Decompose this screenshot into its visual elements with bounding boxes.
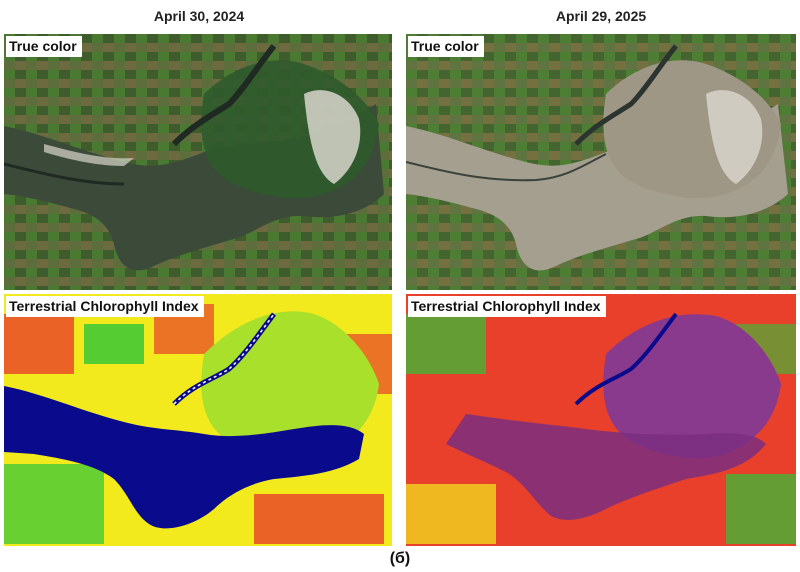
chlorophyll-index-2025-image: Terrestrial Chlorophyll Index [406,294,796,546]
chlorophyll-label-2025: Terrestrial Chlorophyll Index [408,296,606,317]
true-color-2024-image: True color [4,34,392,290]
column-title-2024: April 30, 2024 [153,8,245,24]
figure-caption: (б) [389,550,411,567]
true-color-label-2025: True color [408,36,484,57]
true-color-label-2024: True color [6,36,82,57]
chlorophyll-label-2024: Terrestrial Chlorophyll Index [6,296,204,317]
true-color-2025-image: True color [406,34,796,290]
chlorophyll-index-2024-image: Terrestrial Chlorophyll Index [4,294,392,546]
column-title-2025: April 29, 2025 [555,8,647,24]
